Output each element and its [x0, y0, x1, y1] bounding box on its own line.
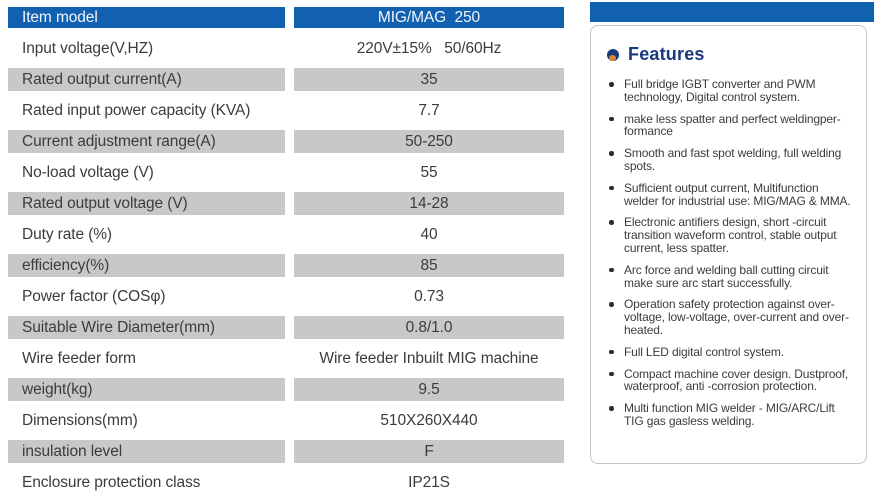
- feature-text: Electronic antifiers design, short -circ…: [624, 215, 837, 255]
- table-header-row: Item model MIG/MAG 250: [8, 2, 564, 33]
- table-row: efficiency(%) 85: [8, 250, 564, 281]
- features-bullet-icon-core: [609, 54, 616, 61]
- table-row: Enclosure protection class IP21S: [8, 467, 564, 495]
- row-label: weight(kg): [8, 378, 285, 401]
- feature-item: Smooth and fast spot welding, full weldi…: [607, 147, 856, 173]
- feature-item: Compact machine cover design. Dustproof,…: [607, 366, 856, 394]
- row-label: Rated output voltage (V): [8, 192, 285, 215]
- row-value: 14-28: [294, 192, 564, 215]
- row-value: Wire feeder Inbuilt MIG machine: [319, 349, 539, 367]
- feature-text: Smooth and fast spot welding, full weldi…: [624, 146, 842, 173]
- row-label: Power factor (COSφ): [22, 287, 166, 305]
- table-row: Suitable Wire Diameter(mm) 0.8/1.0: [8, 312, 564, 343]
- row-label: Rated output current(A): [8, 68, 285, 91]
- row-label: Wire feeder form: [22, 349, 136, 367]
- features-header-bar: [590, 2, 874, 22]
- feature-text: Full LED digital control system.: [624, 344, 784, 359]
- row-label: Suitable Wire Diameter(mm): [8, 316, 285, 339]
- table-row: Power factor (COSφ) 0.73: [8, 281, 564, 312]
- bullet-icon: [609, 267, 614, 273]
- bullet-icon: [609, 151, 614, 156]
- table-row: Wire feeder form Wire feeder Inbuilt MIG …: [8, 343, 564, 374]
- row-label: Enclosure protection class: [22, 473, 201, 491]
- feature-text: Full bridge IGBT converter and PWM techn…: [624, 77, 816, 104]
- row-label: Rated input power capacity (KVA): [22, 101, 251, 119]
- feature-item: Full LED digital control system.: [607, 344, 856, 359]
- row-value: MIG/MAG 250: [294, 7, 564, 28]
- table-row: No-load voltage (V) 55: [8, 157, 564, 188]
- feature-text: Arc force and welding ball cutting circu…: [624, 262, 829, 290]
- row-value: 0.8/1.0: [294, 316, 564, 339]
- row-label: efficiency(%): [8, 254, 285, 277]
- bullet-icon: [609, 406, 614, 411]
- bullet-icon: [609, 220, 614, 225]
- table-row: Dimensions(mm) 510X260X440: [8, 405, 564, 436]
- bullet-icon: [609, 185, 614, 191]
- row-value: 220V±15% 50/60Hz: [356, 39, 502, 57]
- row-label: insulation level: [8, 440, 285, 463]
- row-value: IP21S: [408, 473, 450, 491]
- table-row: Input voltage(V,HZ) 220V±15% 50/60Hz: [8, 33, 564, 64]
- bullet-icon: [609, 82, 614, 87]
- feature-text: Sufficient output current, Multifunction…: [624, 180, 851, 208]
- features-bullet-icon: [607, 48, 619, 61]
- table-row: insulation level F: [8, 436, 564, 467]
- row-value: 0.73: [414, 287, 444, 305]
- feature-item: make less spatter and perfect weldingper…: [607, 111, 856, 139]
- spec-table: Item model MIG/MAG 250 Input voltage(V,HZ)…: [8, 2, 564, 495]
- bullet-icon: [609, 302, 614, 307]
- row-label: Item model: [8, 7, 285, 28]
- features-panel: Features Full bridge IGBT converter and …: [590, 25, 867, 464]
- table-row: weight(kg) 9.5: [8, 374, 564, 405]
- feature-item: Arc force and welding ball cutting circu…: [607, 262, 856, 290]
- table-row: Rated input power capacity (KVA) 7.7: [8, 95, 564, 126]
- row-label: Dimensions(mm): [22, 411, 138, 429]
- feature-item: Full bridge IGBT converter and PWM techn…: [607, 78, 856, 104]
- row-value: 40: [420, 225, 438, 243]
- row-value: 7.7: [418, 101, 440, 119]
- feature-item: Multi function MIG welder - MIG/ARC/Lift…: [607, 402, 856, 428]
- table-row: Duty rate (%) 40: [8, 219, 564, 250]
- row-value: F: [294, 440, 564, 463]
- bullet-icon: [609, 371, 614, 377]
- feature-text: Compact machine cover design. Dustproof,…: [624, 366, 849, 394]
- bullet-icon: [609, 349, 614, 355]
- row-value: 9.5: [294, 378, 564, 401]
- row-value: 50-250: [294, 130, 564, 153]
- row-label: No-load voltage (V): [22, 163, 154, 181]
- row-label: Current adjustment range(A): [8, 130, 285, 153]
- feature-text: make less spatter and perfect weldingper…: [624, 111, 841, 139]
- feature-item: Operation safety protection against over…: [607, 298, 856, 336]
- features-heading: Features: [607, 44, 856, 65]
- table-row: Rated output current(A) 35: [8, 64, 564, 95]
- row-value: 35: [294, 68, 564, 91]
- feature-item: Electronic antifiers design, short -circ…: [607, 216, 856, 254]
- row-label: Duty rate (%): [22, 225, 112, 243]
- feature-text: Operation safety protection against over…: [624, 297, 849, 337]
- features-title: Features: [628, 44, 705, 64]
- feature-item: Sufficient output current, Multifunction…: [607, 180, 856, 208]
- row-value: 55: [420, 163, 438, 181]
- table-row: Rated output voltage (V) 14-28: [8, 188, 564, 219]
- feature-text: Multi function MIG welder - MIG/ARC/Lift…: [624, 401, 835, 428]
- row-label: Input voltage(V,HZ): [22, 39, 154, 57]
- table-row: Current adjustment range(A) 50-250: [8, 126, 564, 157]
- bullet-icon: [609, 116, 614, 122]
- feature-list: Full bridge IGBT converter and PWM techn…: [607, 78, 856, 428]
- row-value: 510X260X440: [380, 411, 478, 429]
- row-value: 85: [294, 254, 564, 277]
